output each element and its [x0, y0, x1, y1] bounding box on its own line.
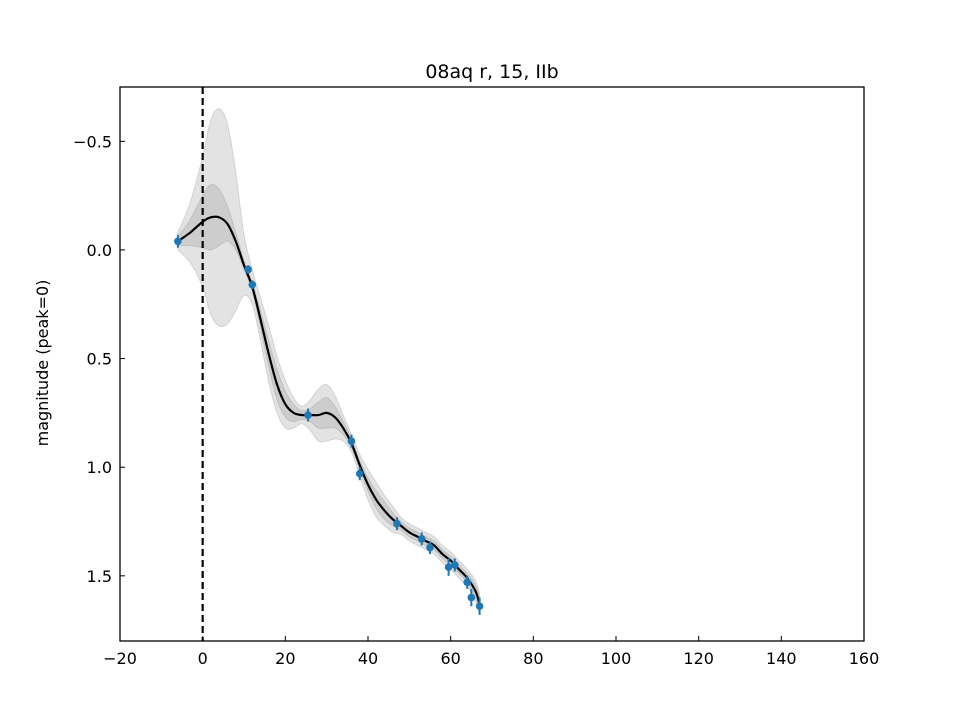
- chart-title: 08aq r, 15, IIb: [425, 61, 558, 83]
- data-point: [244, 265, 252, 274]
- data-point: [248, 280, 257, 289]
- data-point: [393, 519, 401, 528]
- data-point: [451, 561, 459, 569]
- y-tick-label: 0.5: [87, 350, 112, 369]
- x-tick-label: 100: [601, 649, 632, 668]
- plot-area: −20 0 20 40 60 80 100 120 140 160 −0.5 0.0 0.5 1.0 1.5: [73, 86, 880, 668]
- data-point: [463, 578, 472, 587]
- x-tick-label: 140: [766, 649, 797, 668]
- y-tick-label: 0.0: [87, 241, 112, 260]
- data-point: [475, 602, 484, 611]
- x-tick-label: 120: [683, 649, 714, 668]
- x-tick-label: 0: [198, 649, 208, 668]
- y-tick-label: −0.5: [73, 132, 112, 151]
- y-tick-label: 1.0: [87, 458, 112, 477]
- x-tick-label: −20: [103, 649, 137, 668]
- data-point: [417, 535, 426, 543]
- x-tick-label: 40: [358, 649, 378, 668]
- y-axis-label: magnitude (peak=0): [33, 280, 52, 447]
- data-point: [174, 237, 182, 246]
- y-tick-label: 1.5: [87, 567, 112, 586]
- data-point: [467, 593, 476, 602]
- x-tick-label: 60: [440, 649, 460, 668]
- x-tick-label: 160: [849, 649, 880, 668]
- data-point: [355, 469, 364, 478]
- axes-frame: [119, 86, 865, 642]
- x-tick-label: 80: [523, 649, 543, 668]
- data-point: [304, 411, 312, 419]
- data-point: [444, 563, 453, 571]
- x-tick-label: 20: [275, 649, 295, 668]
- data-point: [426, 543, 434, 552]
- data-point: [347, 437, 356, 445]
- gp-mean-line: [177, 215, 481, 605]
